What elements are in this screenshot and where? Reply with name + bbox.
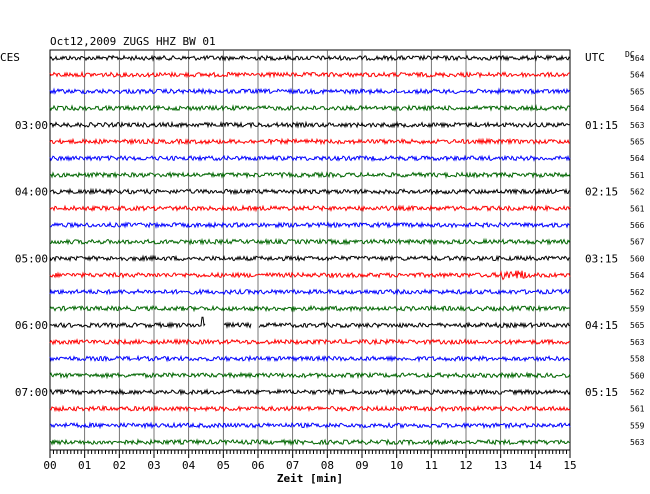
dc-offset-17: 565 <box>630 321 645 330</box>
right-hour-label-4: 04:15 <box>585 319 618 332</box>
dc-offset-19: 558 <box>630 355 645 364</box>
right-hour-label-2: 02:15 <box>585 186 618 199</box>
right-timezone-label: UTC <box>585 51 605 64</box>
trace-14 <box>49 270 571 281</box>
trace-2 <box>49 70 571 79</box>
dc-offset-5: 563 <box>630 121 645 130</box>
x-tick-label-04: 04 <box>182 459 196 472</box>
x-tick-label-07: 07 <box>286 459 299 472</box>
x-tick-label-01: 01 <box>78 459 91 472</box>
x-tick-label-00: 00 <box>43 459 56 472</box>
x-tick-label-09: 09 <box>355 459 368 472</box>
x-tick-label-13: 13 <box>494 459 507 472</box>
seismic-traces <box>49 54 571 447</box>
left-hour-label-2: 04:00 <box>15 186 48 199</box>
dc-offset-15: 562 <box>630 288 645 297</box>
x-tick-label-08: 08 <box>321 459 334 472</box>
trace-19 <box>49 354 571 363</box>
x-tick-label-02: 02 <box>113 459 126 472</box>
dc-offset-24: 563 <box>630 438 645 447</box>
trace-13 <box>49 254 571 263</box>
dc-offset-23: 559 <box>630 421 645 430</box>
dc-offset-14: 564 <box>630 271 645 280</box>
x-tick-label-10: 10 <box>390 459 403 472</box>
x-tick-label-14: 14 <box>529 459 543 472</box>
plot-frame <box>49 49 571 451</box>
trace-15 <box>49 287 571 296</box>
x-tick-label-12: 12 <box>459 459 472 472</box>
dc-offset-11: 566 <box>630 221 645 230</box>
x-tick-label-03: 03 <box>147 459 160 472</box>
dc-offset-6: 565 <box>630 138 645 147</box>
dc-offset-16: 559 <box>630 305 645 314</box>
left-hour-label-3: 05:00 <box>15 252 48 265</box>
dc-offset-2: 564 <box>630 71 645 80</box>
right-hour-label-3: 03:15 <box>585 252 618 265</box>
dc-offset-12: 567 <box>630 238 645 247</box>
dc-offset-13: 560 <box>630 254 645 263</box>
trace-10 <box>49 204 571 213</box>
trace-23 <box>49 421 571 430</box>
dc-offset-4: 564 <box>630 104 645 113</box>
dc-offset-1: 564 <box>630 54 645 63</box>
dc-offset-20: 560 <box>630 371 645 380</box>
left-hour-label-4: 06:00 <box>15 319 48 332</box>
trace-17 <box>49 316 570 330</box>
dc-header-label: DC <box>625 50 635 59</box>
x-tick-label-15: 15 <box>563 459 576 472</box>
x-tick-label-06: 06 <box>251 459 264 472</box>
x-axis-label: Zeit [min] <box>277 472 343 485</box>
trace-9 <box>49 187 571 196</box>
dc-offset-9: 562 <box>630 188 645 197</box>
chart-title: Oct12,2009 ZUGS HHZ BW 01 <box>50 35 216 48</box>
vertical-gridlines <box>84 50 536 450</box>
dc-offset-18: 563 <box>630 338 645 347</box>
left-timezone-label: CES <box>0 51 20 64</box>
right-hour-label-5: 05:15 <box>585 386 618 399</box>
trace-11 <box>50 221 571 230</box>
trace-7 <box>49 154 571 163</box>
trace-3 <box>49 87 571 96</box>
trace-20 <box>49 371 571 380</box>
trace-8 <box>49 170 571 179</box>
trace-5 <box>49 120 571 129</box>
dc-offset-21: 562 <box>630 388 645 397</box>
left-hour-label-5: 07:00 <box>15 386 48 399</box>
right-hour-label-1: 01:15 <box>585 119 618 132</box>
dc-offset-7: 564 <box>630 154 645 163</box>
trace-4 <box>49 104 571 112</box>
trace-24 <box>49 438 571 447</box>
trace-12 <box>49 237 571 246</box>
trace-21 <box>49 388 571 396</box>
left-hour-label-1: 03:00 <box>15 119 48 132</box>
dc-offset-3: 565 <box>630 87 645 96</box>
trace-16 <box>49 304 571 313</box>
trace-22 <box>49 404 571 413</box>
x-tick-label-11: 11 <box>425 459 438 472</box>
dc-offset-10: 561 <box>630 204 645 213</box>
trace-18 <box>49 337 571 346</box>
dc-offset-8: 561 <box>630 171 645 180</box>
trace-1 <box>49 54 571 62</box>
trace-6 <box>49 137 571 146</box>
dc-offset-22: 561 <box>630 405 645 414</box>
x-tick-label-05: 05 <box>217 459 230 472</box>
